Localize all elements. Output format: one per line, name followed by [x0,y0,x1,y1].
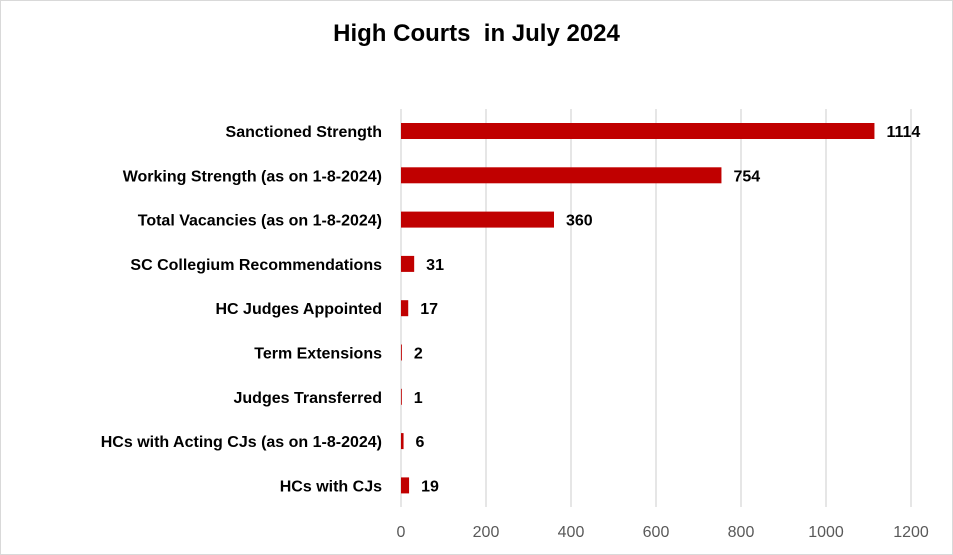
category-label: HCs with Acting CJs (as on 1-8-2024) [101,434,382,451]
category-label: HC Judges Appointed [215,301,382,318]
data-label: 2 [414,346,423,363]
x-tick-label: 1200 [893,524,929,541]
category-label: Sanctioned Strength [226,124,382,141]
category-label: SC Collegium Recommendations [130,257,382,274]
data-label: 1 [414,390,423,407]
data-label: 31 [426,257,444,274]
bar [401,344,402,361]
x-tick-label: 1000 [808,524,844,541]
bar [401,477,410,494]
bar [401,255,415,272]
data-label: 6 [416,434,425,451]
bar [401,433,404,450]
x-tick-label: 800 [728,524,755,541]
data-label: 754 [733,168,760,185]
category-label: Total Vacancies (as on 1-8-2024) [138,213,382,230]
category-label: Judges Transferred [234,390,383,407]
x-tick-label: 400 [558,524,585,541]
category-label: Term Extensions [254,346,382,363]
bars [401,123,875,494]
chart-title: High Courts in July 2024 [333,20,620,47]
bar [401,388,402,405]
x-tick-label: 0 [397,524,406,541]
category-labels: Sanctioned Strength Working Strength (as … [101,124,382,495]
bar [401,123,875,139]
category-label: HCs with CJs [280,478,382,495]
data-label: 19 [421,478,439,495]
bar [401,211,554,228]
x-tick-labels: 0 200 400 600 800 1000 1200 [397,524,929,541]
x-tick-label: 600 [643,524,670,541]
value-labels: 1114 754 360 31 17 2 1 6 19 [414,124,921,495]
data-label: 1114 [886,124,920,141]
data-label: 360 [566,213,593,230]
data-label: 17 [420,301,438,318]
bar [401,167,722,184]
x-tick-label: 200 [473,524,500,541]
category-label: Working Strength (as on 1-8-2024) [123,168,382,185]
bar [401,300,409,317]
